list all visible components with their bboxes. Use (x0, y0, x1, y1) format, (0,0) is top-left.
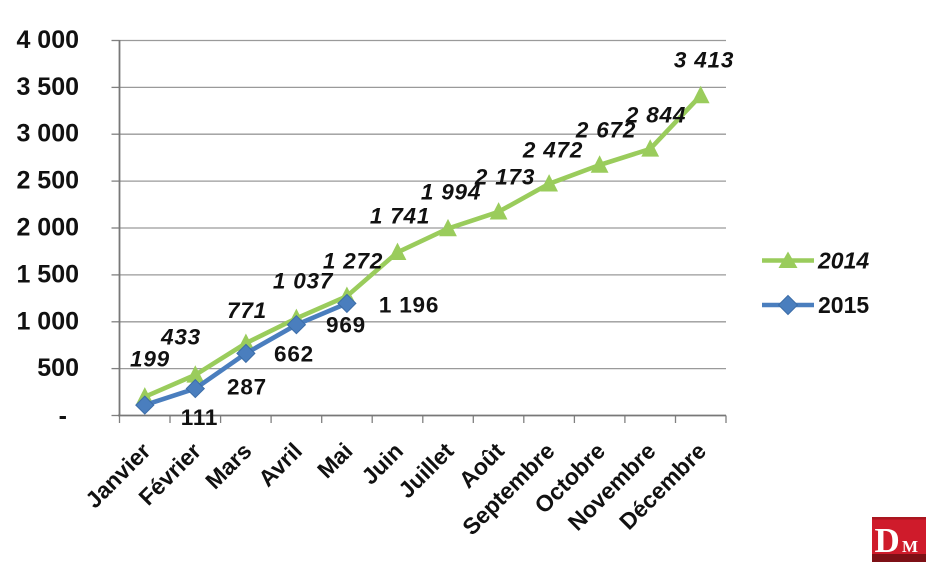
svg-text:771: 771 (227, 298, 267, 323)
svg-text:2 500: 2 500 (16, 167, 79, 195)
svg-text:969: 969 (326, 313, 366, 338)
svg-text:2 000: 2 000 (16, 214, 79, 242)
svg-text:1 000: 1 000 (16, 307, 79, 335)
svg-text:3 413: 3 413 (674, 48, 734, 73)
svg-text:662: 662 (274, 342, 314, 367)
svg-text:4 000: 4 000 (16, 26, 79, 54)
svg-text:287: 287 (227, 375, 267, 400)
svg-text:111: 111 (181, 405, 218, 430)
svg-text:M: M (902, 537, 918, 556)
svg-text:1 741: 1 741 (370, 204, 430, 229)
svg-text:2 844: 2 844 (625, 103, 686, 128)
svg-text:1 272: 1 272 (323, 249, 383, 274)
svg-text:D: D (875, 521, 900, 560)
svg-text:2014: 2014 (817, 248, 869, 274)
svg-text:1 994: 1 994 (421, 180, 481, 205)
svg-text:2 472: 2 472 (522, 138, 583, 163)
svg-text:500: 500 (37, 354, 79, 382)
svg-text:3 000: 3 000 (16, 120, 79, 148)
svg-text:-: - (59, 402, 67, 430)
svg-text:1 196: 1 196 (379, 293, 439, 318)
svg-text:1 037: 1 037 (273, 269, 334, 294)
svg-text:433: 433 (160, 325, 201, 350)
svg-text:1 500: 1 500 (16, 260, 79, 288)
svg-text:3 500: 3 500 (16, 73, 79, 101)
svg-text:2015: 2015 (818, 292, 869, 318)
svg-text:2 173: 2 173 (474, 165, 535, 190)
svg-text:2 672: 2 672 (575, 118, 636, 143)
svg-text:199: 199 (130, 347, 170, 372)
